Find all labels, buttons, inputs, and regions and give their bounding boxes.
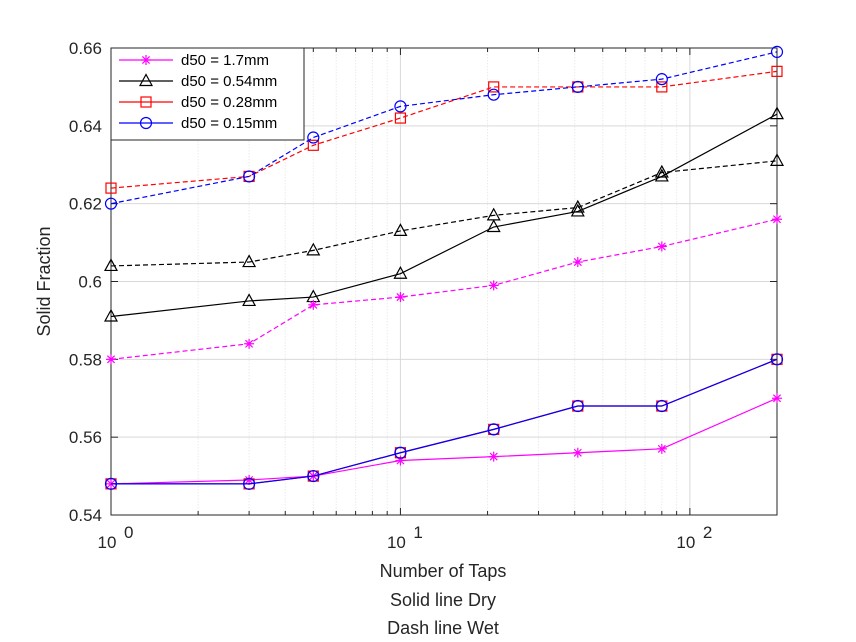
- legend-label: d50 = 0.54mm: [181, 73, 277, 90]
- legend-item: d50 = 0.28mm: [119, 94, 277, 111]
- data-point-triangle: [393, 265, 408, 279]
- legend-label: d50 = 0.15mm: [181, 115, 277, 132]
- series-line: [110, 113, 778, 318]
- x-tick-label: 10: [387, 533, 406, 552]
- data-point-triangle: [138, 73, 154, 87]
- y-tick-label: 0.56: [69, 428, 102, 447]
- data-point-circle: [242, 170, 256, 183]
- data-point-asterisk: [106, 354, 116, 365]
- data-point-asterisk: [395, 292, 406, 303]
- data-point-triangle: [769, 153, 785, 166]
- data-point-circle: [770, 45, 784, 58]
- x-tick-label: 10: [98, 533, 117, 552]
- data-point-triangle: [103, 258, 119, 272]
- data-point-triangle: [306, 242, 321, 256]
- data-point-circle: [139, 116, 153, 130]
- data-point-asterisk: [488, 451, 499, 462]
- legend-item: d50 = 1.7mm: [119, 52, 269, 69]
- data-point-circle: [307, 131, 320, 144]
- data-point-triangle: [570, 199, 585, 213]
- data-point-square: [307, 139, 319, 151]
- data-point-circle: [394, 446, 407, 459]
- x-tick-label: 10: [676, 533, 695, 552]
- data-point-asterisk: [772, 214, 782, 225]
- data-point-circle: [307, 469, 320, 483]
- data-point-asterisk: [488, 280, 499, 291]
- x-tick-exponent: 1: [413, 523, 422, 542]
- data-point-circle: [571, 80, 584, 94]
- data-point-triangle: [769, 106, 785, 120]
- y-tick-label: 0.54: [69, 506, 102, 525]
- data-point-circle: [770, 353, 784, 366]
- data-point-square: [140, 96, 152, 108]
- y-tick-label: 0.6: [78, 273, 102, 292]
- y-tick-label: 0.58: [69, 350, 102, 369]
- data-point-triangle: [570, 203, 585, 217]
- data-point-triangle: [654, 168, 669, 182]
- series-d50-1-7mm: [106, 393, 782, 489]
- data-point-circle: [655, 399, 668, 413]
- series-line: [111, 358, 778, 485]
- data-point-circle: [487, 423, 500, 436]
- legend-item: d50 = 0.54mm: [119, 73, 277, 90]
- data-point-circle: [242, 477, 256, 490]
- data-point-asterisk: [772, 393, 782, 404]
- series-d50-0-15mm: [104, 45, 784, 210]
- y-axis-label: Solid Fraction: [34, 226, 54, 336]
- data-point-circle: [394, 100, 407, 113]
- series-line: [110, 70, 778, 189]
- x-axis-caption-wet: Dash line Wet: [387, 618, 499, 638]
- data-point-triangle: [393, 223, 408, 237]
- series-line: [110, 218, 778, 360]
- data-point-square: [105, 182, 117, 194]
- data-point-square: [394, 112, 407, 124]
- data-point-triangle: [242, 254, 257, 268]
- data-point-square: [656, 81, 668, 93]
- series-unlabeled-6: [105, 353, 783, 490]
- legend-label: d50 = 1.7mm: [181, 52, 269, 69]
- series-unlabeled-4: [106, 214, 782, 365]
- legend-item: d50 = 0.15mm: [119, 115, 277, 132]
- x-axis-label: Number of Taps: [379, 561, 507, 581]
- data-point-square: [488, 81, 500, 93]
- data-point-asterisk: [572, 257, 583, 268]
- data-point-triangle: [654, 164, 669, 178]
- series-line: [110, 160, 778, 267]
- data-point-triangle: [242, 293, 257, 307]
- legend: d50 = 1.7mm d50 = 0.54mm d50 = 0.28mm d50 =…: [110, 47, 305, 141]
- x-axis-caption-dry: Solid line Dry: [389, 590, 497, 610]
- data-point-circle: [487, 88, 500, 101]
- data-point-circle: [104, 477, 118, 490]
- legend-label: d50 = 0.28mm: [181, 94, 277, 111]
- data-point-asterisk: [141, 55, 151, 65]
- data-point-asterisk: [656, 241, 667, 252]
- x-tick-exponent: 0: [124, 523, 133, 542]
- y-tick-label: 0.62: [69, 195, 102, 214]
- series-unlabeled-7: [104, 353, 784, 490]
- data-point-square: [771, 65, 783, 77]
- data-point-circle: [655, 73, 668, 86]
- x-tick-exponent: 2: [703, 523, 712, 542]
- data-point-circle: [571, 399, 584, 413]
- y-tick-label: 0.66: [69, 39, 102, 58]
- data-point-asterisk: [244, 338, 255, 349]
- series-line: [110, 397, 778, 485]
- data-point-asterisk: [572, 447, 583, 458]
- series-unlabeled-5: [103, 153, 785, 272]
- data-point-asterisk: [656, 443, 667, 454]
- data-point-triangle: [103, 308, 119, 322]
- y-tick-label: 0.64: [69, 117, 102, 136]
- data-point-triangle: [486, 219, 501, 233]
- data-point-circle: [104, 197, 118, 210]
- data-point-triangle: [486, 207, 501, 221]
- data-point-asterisk: [308, 299, 319, 310]
- series-line: [110, 51, 778, 205]
- series-group: [103, 45, 785, 490]
